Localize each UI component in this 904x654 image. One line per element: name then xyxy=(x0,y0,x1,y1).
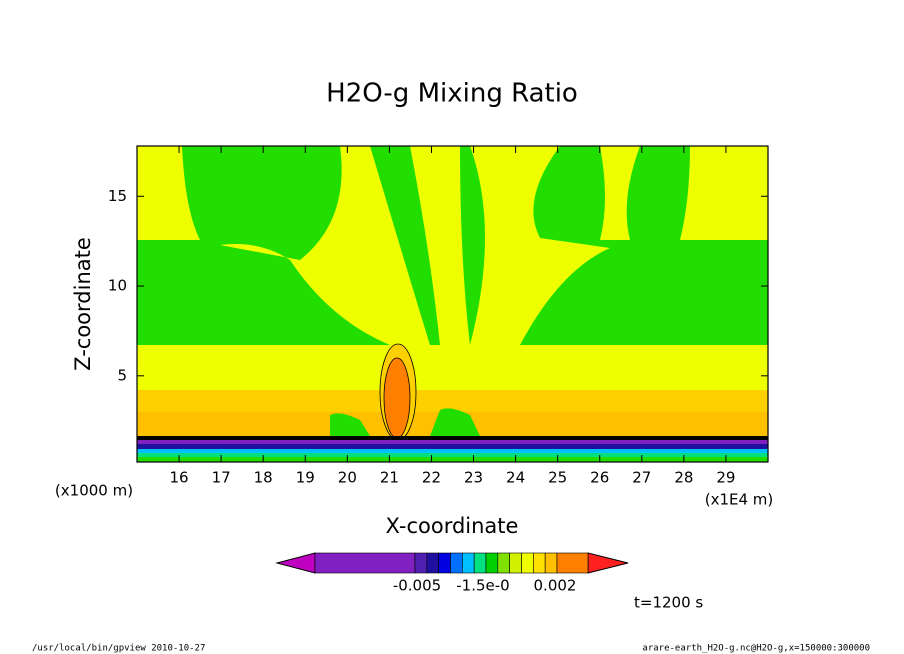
colorbar-segment xyxy=(521,552,534,574)
colorbar-label: -1.5e-0 xyxy=(456,577,509,595)
colorbar-segment xyxy=(473,552,487,574)
y-tick-label: 5 xyxy=(117,366,127,384)
colorbar-segment xyxy=(509,552,522,574)
x-unit: (x1E4 m) xyxy=(705,491,774,509)
x-tick-label: 22 xyxy=(422,469,441,487)
x-tick-label: 16 xyxy=(170,469,189,487)
x-tick-label: 19 xyxy=(296,469,315,487)
colorbar-segment xyxy=(450,552,463,574)
colorbar-segment xyxy=(485,552,499,574)
time-label: t=1200 s xyxy=(634,594,703,612)
footer-right: arare-earth_H2O-g.nc@H2O-g,x=150000:3000… xyxy=(642,644,870,654)
colorbar-segment xyxy=(462,552,475,574)
y-tick-label: 15 xyxy=(108,187,127,205)
x-tick-label: 24 xyxy=(506,469,525,487)
colorbar-segment xyxy=(544,552,558,574)
y-axis-label: Z-coordinate xyxy=(71,237,95,371)
chart-title: H2O-g Mixing Ratio xyxy=(326,79,578,109)
colorbar-segment xyxy=(556,552,589,574)
colorbar-segment xyxy=(497,552,510,574)
colorbar-segment xyxy=(533,552,546,574)
x-tick-label: 18 xyxy=(254,469,273,487)
x-tick-label: 21 xyxy=(380,469,399,487)
colorbar-label: -0.005 xyxy=(393,577,441,595)
x-tick-label: 26 xyxy=(590,469,609,487)
x-axis-label: X-coordinate xyxy=(386,514,519,538)
contour-field xyxy=(137,146,768,462)
x-tick-label: 17 xyxy=(212,469,231,487)
x-tick-label: 23 xyxy=(464,469,483,487)
colorbar-segment xyxy=(314,552,416,574)
x-tick-label: 20 xyxy=(338,469,357,487)
colorbar-segment xyxy=(414,552,428,574)
footer-left: /usr/local/bin/gpview 2010-10-27 xyxy=(32,644,205,654)
colorbar-end xyxy=(275,552,316,574)
colorbar-end xyxy=(587,552,629,574)
colorbar-segment xyxy=(438,552,451,574)
colorbar-label: 0.002 xyxy=(534,577,577,595)
x-tick-label: 25 xyxy=(548,469,567,487)
y-tick-label: 10 xyxy=(108,277,127,295)
x-tick-label: 27 xyxy=(632,469,651,487)
y-unit: (x1000 m) xyxy=(55,482,133,500)
x-tick-label: 28 xyxy=(674,469,693,487)
plot-frame xyxy=(136,145,769,463)
x-tick-label: 29 xyxy=(716,469,735,487)
colorbar-segment xyxy=(426,552,439,574)
